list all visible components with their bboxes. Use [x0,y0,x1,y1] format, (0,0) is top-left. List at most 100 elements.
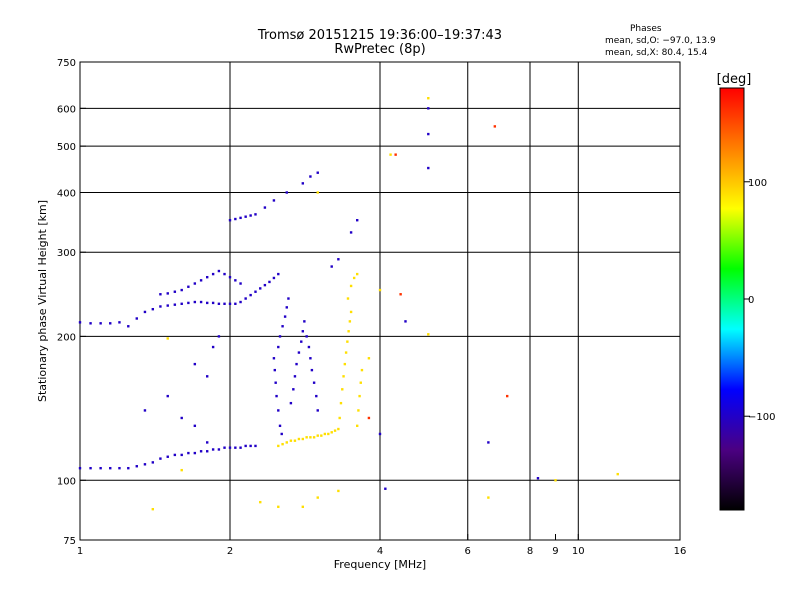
y-tick-label: 750 [57,58,76,69]
data-point [427,166,430,170]
data-point [278,335,282,338]
data-point [166,394,169,398]
axis-ticks: 1 2 4 6 8 9 10 16 75 100 200 300 400 500 600 750 [57,58,686,557]
data-point [143,409,147,412]
data-point [493,125,497,128]
data-point [349,310,353,314]
data-point [338,416,341,420]
colorbar-ticks: −100 0 100 [744,178,775,423]
data-point [151,507,155,511]
data-point [193,362,197,366]
data-point [404,320,407,323]
data-point [199,300,203,304]
data-point [135,317,138,320]
data-point [367,416,371,420]
data-point [280,432,283,436]
data-point [427,96,430,100]
data-point [277,409,280,412]
data-point [278,424,282,428]
data-point [378,288,382,292]
data-point [109,466,112,470]
data-point [228,302,232,305]
data-point [487,496,490,499]
data-point [346,297,350,300]
x-tick-label: 1 [77,546,83,557]
data-point [239,216,242,220]
phases-legend-o: mean, sd,O: −97.0, 13.9 [605,36,716,46]
data-point [303,320,306,323]
data-point [259,500,262,504]
data-point [283,315,287,318]
data-point [297,437,301,441]
data-point [199,450,203,453]
phases-legend-title: Phases [630,24,662,34]
data-point [349,284,353,288]
data-point [249,293,252,297]
x-tick-label: 4 [377,546,383,557]
data-point [89,322,92,325]
data-point [281,325,284,328]
data-point [211,272,215,276]
data-point [357,409,360,412]
x-axis-label: Frequency [MHz] [334,558,426,571]
data-point [312,381,316,384]
data-point [316,434,319,437]
data-point [99,322,102,325]
y-tick-label: 500 [57,142,76,153]
data-point [309,357,312,360]
data-point [315,394,318,398]
data-point [394,153,397,156]
data-point [173,303,177,306]
data-point [339,401,343,405]
data-point [151,307,155,311]
data-point [151,461,155,464]
data-point [173,290,177,293]
data-point [211,448,215,451]
data-point [205,275,209,279]
data-point [355,219,359,222]
y-tick-label: 400 [57,188,76,199]
data-point [223,302,226,305]
data-point [347,330,350,333]
data-point [159,305,162,308]
data-point [263,283,267,287]
data-point [205,375,209,378]
data-point [217,448,221,451]
data-point [277,505,280,509]
data-point [254,290,257,293]
colorbar-tick-label: 0 [748,295,754,306]
data-point [244,215,247,218]
data-point [285,191,288,194]
data-point [348,320,352,323]
data-point [616,472,619,476]
data-point [180,288,183,292]
data-point [327,432,330,436]
x-tick-label: 8 [527,546,533,557]
y-tick-label: 300 [57,248,76,259]
data-point [217,335,221,338]
data-point [193,451,197,455]
data-point [244,297,247,300]
data-point [427,107,430,110]
colorbar-title: [deg] [717,72,752,87]
data-point [217,269,221,273]
data-point [337,489,340,493]
data-point [109,322,112,325]
data-point [427,333,430,336]
data-point [234,446,237,449]
data-point [187,285,190,288]
x-tick-label: 16 [674,546,687,557]
data-point [316,171,319,174]
data-point [180,468,183,472]
data-point [239,300,242,304]
data-point [346,340,349,343]
data-point [536,477,540,480]
colorbar-tick-label: −100 [748,412,775,423]
data-point [349,231,353,234]
data-point [244,444,247,448]
data-point [199,279,203,282]
colorbar [719,87,745,511]
data-point [293,439,297,442]
grid-lines [80,62,680,540]
